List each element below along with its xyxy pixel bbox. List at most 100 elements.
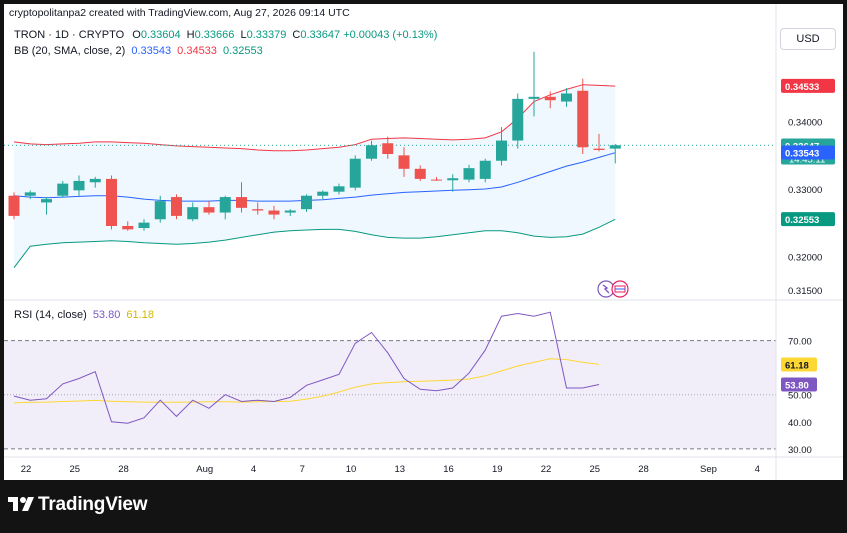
candle-body [479, 160, 491, 179]
symbol-name[interactable]: TRON · 1D · CRYPTO [14, 29, 125, 41]
bb-legend: BB (20, SMA, close, 2) 0.33543 0.34533 0… [14, 45, 263, 57]
candle-body [512, 98, 524, 141]
candle-body [496, 140, 507, 161]
price-tick-label: 0.31500 [788, 286, 822, 297]
candle-body [154, 201, 166, 220]
candle-body [138, 222, 150, 229]
candle [577, 78, 589, 155]
candle [561, 88, 572, 107]
candle-body [57, 183, 69, 196]
rsi-value-badge-text: 53.80 [785, 380, 809, 391]
time-tick-label: 19 [492, 464, 503, 475]
time-axis[interactable]: 22 25 28 Aug 4 7 10 13 16 19 22 25 28 Sep 4 [21, 464, 760, 475]
candle [317, 190, 329, 200]
candle [496, 127, 507, 166]
candle-body [463, 168, 475, 180]
candle [24, 190, 36, 200]
time-tick-label: 10 [346, 464, 357, 475]
change-value: +0.00043 (+0.13%) [343, 29, 438, 41]
candle-body [284, 210, 296, 213]
time-tick-label: 25 [69, 464, 80, 475]
open-label: O [132, 29, 141, 41]
open-value: 0.33604 [140, 29, 181, 41]
candle-body [431, 179, 442, 181]
rsi-ma-value: 61.18 [126, 309, 154, 321]
bollinger-band-fill [14, 84, 616, 268]
price-axis[interactable]: 0.34000 0.33000 0.32000 0.31500 [788, 118, 822, 297]
close-value: 0.33647 [300, 29, 341, 41]
candle [349, 155, 361, 191]
candle [154, 195, 166, 223]
candle-body [268, 210, 280, 215]
candle [479, 158, 491, 183]
time-tick-label: 16 [443, 464, 454, 475]
candle [187, 202, 199, 222]
low-label: L [240, 29, 247, 41]
time-tick-label: 22 [21, 464, 32, 475]
rsi-label[interactable]: RSI (14, close) [14, 309, 87, 321]
candle-body [544, 96, 556, 101]
bb-upper-badge-text: 0.34533 [785, 82, 819, 93]
time-tick-label: 22 [541, 464, 552, 475]
candle [252, 202, 264, 215]
candle [544, 91, 556, 109]
rsi-band-background [4, 340, 776, 449]
candle-body [203, 207, 215, 213]
time-tick-label: 25 [589, 464, 600, 475]
rsi-axis[interactable]: 70.00 50.00 40.00 30.00 61.18 53.80 [781, 337, 817, 456]
bb-upper-value: 0.34533 [177, 45, 217, 57]
indicator-logo-icon[interactable] [597, 280, 629, 298]
time-tick-label: 13 [394, 464, 405, 475]
candle-body [301, 195, 312, 210]
candle-body [187, 207, 199, 220]
chart-canvas[interactable]: 0.34000 0.33000 0.32000 0.31500 70.00 50.00 4… [4, 4, 843, 480]
candle [463, 164, 475, 183]
price-tick-label: 0.33000 [788, 185, 822, 196]
tradingview-wordmark: TradingView [38, 494, 148, 515]
candle-body [236, 197, 247, 208]
candle-body [414, 168, 426, 179]
rsi-tick-label: 50.00 [788, 391, 812, 402]
symbol-legend: TRON · 1D · CRYPTO O0.33604 H0.33666 L0.… [14, 29, 437, 41]
candle [431, 176, 442, 181]
candle [106, 175, 117, 230]
candle [171, 194, 182, 220]
time-tick-label: Sep [700, 464, 717, 475]
close-label: C [292, 29, 301, 41]
candle-body [349, 158, 361, 188]
candle-body [447, 178, 459, 181]
candle [366, 140, 377, 161]
low-value: 0.33379 [246, 29, 287, 41]
currency-button[interactable]: USD [780, 28, 836, 50]
time-tick-label: 28 [118, 464, 129, 475]
candle [284, 209, 296, 216]
time-tick-label: 7 [300, 464, 305, 475]
bb-upper-badge: 0.34533 [781, 78, 835, 93]
candle [382, 136, 394, 159]
bb-label[interactable]: BB (20, SMA, close, 2) [14, 45, 126, 57]
candle [512, 93, 524, 149]
bb-lower-value: 0.32553 [222, 45, 263, 57]
candle-body [89, 178, 101, 183]
price-tick-label: 0.34000 [788, 118, 822, 129]
candle-body [171, 197, 182, 216]
candle-body [252, 209, 264, 211]
bb-basis-badge: 0.33543 [781, 145, 835, 160]
rsi-value: 53.80 [92, 309, 121, 321]
candle [398, 147, 410, 177]
rsi-tick-label: 70.00 [788, 337, 812, 348]
candle [57, 180, 69, 198]
candle-body [24, 192, 36, 196]
candle-body [398, 155, 410, 169]
candle [447, 174, 459, 192]
candle [236, 182, 247, 213]
candle [41, 197, 52, 215]
rsi-legend: RSI (14, close) 53.80 61.18 [14, 309, 154, 321]
candle-body [122, 226, 134, 230]
candle-body [41, 199, 52, 203]
rsi-ma-badge: 61.18 [781, 357, 817, 372]
candle-body [8, 195, 20, 216]
time-tick-label: 4 [755, 464, 760, 475]
